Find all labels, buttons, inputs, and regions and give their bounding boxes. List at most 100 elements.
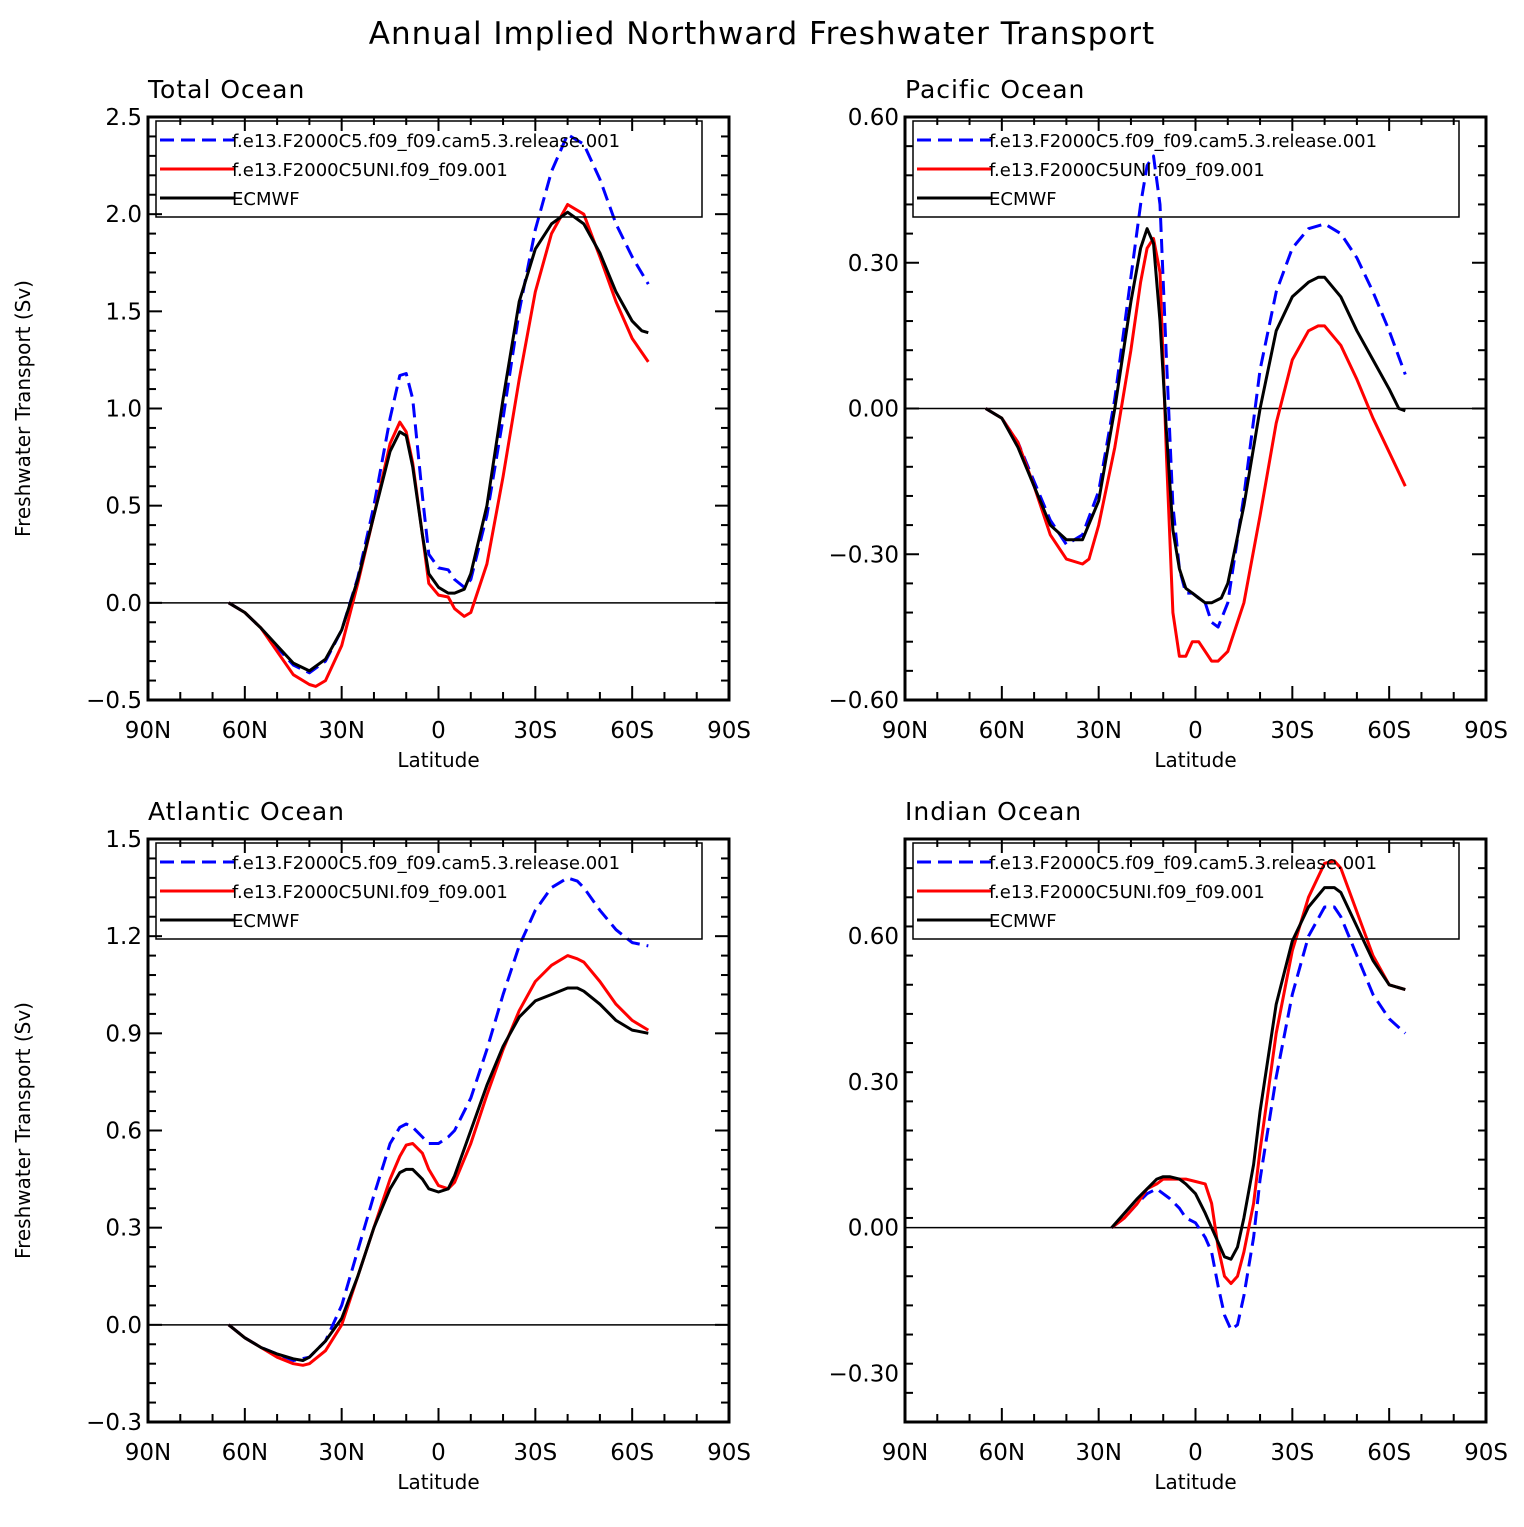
x-tick-label: 30N [318, 718, 364, 744]
series-line-ecmwf [227, 210, 649, 673]
y-tick-label: 0.00 [848, 1216, 899, 1242]
y-tick-label: 1.2 [105, 924, 142, 950]
y-tick-label: −0.3 [86, 1410, 142, 1436]
y-tick-label: 0.30 [848, 251, 899, 277]
legend-label: ECMWF [989, 911, 1057, 932]
x-tick-label: 30N [318, 1440, 364, 1466]
legend-label: ECMWF [232, 189, 300, 210]
y-tick-label: 2.5 [105, 105, 142, 131]
atlantic-ocean-panel: Atlantic Ocean 90N 60N 30N 0 30S 60S 90S −0.3 0.0… [11, 797, 751, 1494]
y-tick-label: 0.30 [848, 1070, 899, 1096]
series-line-f-e13-f2000c5-f09-f09-cam5-3-release-001 [984, 154, 1407, 629]
legend-label: ECMWF [232, 911, 300, 932]
x-tick-label: 60S [610, 718, 654, 744]
y-tick-label: 1.0 [105, 397, 142, 423]
x-tick-label: 90N [125, 1440, 171, 1466]
y-tick-label: 0.0 [105, 591, 142, 617]
x-tick-label: 30S [1270, 1440, 1314, 1466]
atlantic-ocean-title: Atlantic Ocean [148, 797, 345, 826]
atlantic-ocean-plot-frame [146, 837, 731, 1424]
legend-box [155, 842, 703, 940]
y-tick-label: 0.60 [848, 105, 899, 131]
series-line-f-e13-f2000c5-f09-f09-cam5-3-release-001 [227, 876, 649, 1362]
legend-box [912, 120, 1460, 218]
y-axis-label: Freshwater Transport (Sv) [11, 280, 35, 537]
legend-label: f.e13.F2000C5.f09_f09.cam5.3.release.001 [989, 131, 1377, 152]
legend-label: f.e13.F2000C5UNI.f09_f09.001 [232, 882, 508, 903]
x-axis-label: Latitude [397, 1470, 479, 1494]
total-ocean-panel: Total Ocean 90N 60N 30N 0 30S 60S 90S −0.5 0.0 0.5… [11, 75, 751, 772]
x-tick-label: 90S [707, 718, 751, 744]
x-tick-label: 30S [513, 718, 557, 744]
y-tick-label: −0.30 [829, 542, 899, 568]
legend-label: f.e13.F2000C5.f09_f09.cam5.3.release.001 [232, 853, 620, 874]
series-line-f-e13-f2000c5-f09-f09-cam5-3-release-001 [227, 133, 650, 675]
legend-label: f.e13.F2000C5UNI.f09_f09.001 [989, 160, 1265, 181]
x-tick-label: 0 [431, 1440, 446, 1466]
total-ocean-plot-frame [146, 115, 731, 702]
legend-label: f.e13.F2000C5.f09_f09.cam5.3.release.001 [989, 853, 1377, 874]
pacific-ocean-panel: Pacific Ocean 90N 60N 30N 0 30S 60S 90S −0.60 −0.… [829, 75, 1508, 772]
x-tick-label: 90S [707, 1440, 751, 1466]
y-tick-label: 0.5 [105, 494, 142, 520]
series-line-ecmwf [1110, 886, 1406, 1261]
y-tick-label: 0.9 [105, 1021, 142, 1047]
series-line-ecmwf [984, 227, 1406, 605]
x-axis-label: Latitude [397, 748, 479, 772]
pacific-ocean-title: Pacific Ocean [905, 75, 1085, 104]
series-line-f-e13-f2000c5uni-f09-f09-001 [227, 954, 650, 1367]
y-tick-label: −0.30 [829, 1361, 899, 1387]
series-line-f-e13-f2000c5-f09-f09-cam5-3-release-001 [1110, 905, 1407, 1332]
legend-box [155, 120, 703, 218]
x-tick-label: 60S [1367, 718, 1411, 744]
indian-ocean-plot-frame [903, 837, 1488, 1424]
x-tick-label: 90N [882, 1440, 928, 1466]
panels: Total Ocean 90N 60N 30N 0 30S 60S 90S −0.5 0.0 0.5… [11, 75, 1508, 1494]
x-tick-label: 0 [1188, 1440, 1203, 1466]
y-tick-label: 2.0 [105, 202, 142, 228]
y-tick-label: 0.3 [105, 1216, 142, 1242]
x-tick-label: 0 [431, 718, 446, 744]
figure-title: Annual Implied Northward Freshwater Tran… [369, 16, 1155, 52]
y-tick-label: 0.00 [848, 397, 899, 423]
indian-ocean-panel: Indian Ocean 90N 60N 30N 0 30S 60S 90S −0.30 0.00… [829, 797, 1508, 1494]
x-tick-label: 90S [1464, 718, 1508, 744]
legend-box [912, 842, 1460, 940]
y-tick-label: 1.5 [105, 827, 142, 853]
y-tick-label: 0.60 [848, 924, 899, 950]
x-tick-label: 90N [882, 718, 928, 744]
x-tick-label: 60N [979, 718, 1025, 744]
series-line-f-e13-f2000c5uni-f09-f09-001 [984, 237, 1407, 663]
x-tick-label: 30S [513, 1440, 557, 1466]
total-ocean-title: Total Ocean [147, 75, 305, 104]
legend-label: f.e13.F2000C5.f09_f09.cam5.3.release.001 [232, 131, 620, 152]
x-tick-label: 60N [979, 1440, 1025, 1466]
x-tick-label: 90S [1464, 1440, 1508, 1466]
series-line-f-e13-f2000c5uni-f09-f09-001 [227, 203, 650, 688]
legend-label: f.e13.F2000C5UNI.f09_f09.001 [232, 160, 508, 181]
x-tick-label: 60S [1367, 1440, 1411, 1466]
y-tick-label: −0.60 [829, 688, 899, 714]
x-axis-label: Latitude [1154, 748, 1236, 772]
y-axis-label: Freshwater Transport (Sv) [11, 1002, 35, 1259]
series-line-f-e13-f2000c5uni-f09-f09-001 [1110, 859, 1406, 1285]
legend-label: f.e13.F2000C5UNI.f09_f09.001 [989, 882, 1265, 903]
y-tick-label: 0.6 [105, 1119, 142, 1145]
legend-label: ECMWF [989, 189, 1057, 210]
y-tick-label: 1.5 [105, 299, 142, 325]
x-tick-label: 30S [1270, 718, 1314, 744]
x-tick-label: 90N [125, 718, 171, 744]
x-tick-label: 30N [1075, 1440, 1121, 1466]
y-tick-label: −0.5 [86, 688, 142, 714]
indian-ocean-title: Indian Ocean [905, 797, 1082, 826]
series-line-ecmwf [227, 986, 649, 1362]
pacific-ocean-plot-frame [903, 115, 1488, 702]
x-tick-label: 60N [222, 1440, 268, 1466]
x-tick-label: 0 [1188, 718, 1203, 744]
x-tick-label: 30N [1075, 718, 1121, 744]
y-tick-label: 0.0 [105, 1313, 142, 1339]
x-tick-label: 60S [610, 1440, 654, 1466]
x-axis-label: Latitude [1154, 1470, 1236, 1494]
x-tick-label: 60N [222, 718, 268, 744]
